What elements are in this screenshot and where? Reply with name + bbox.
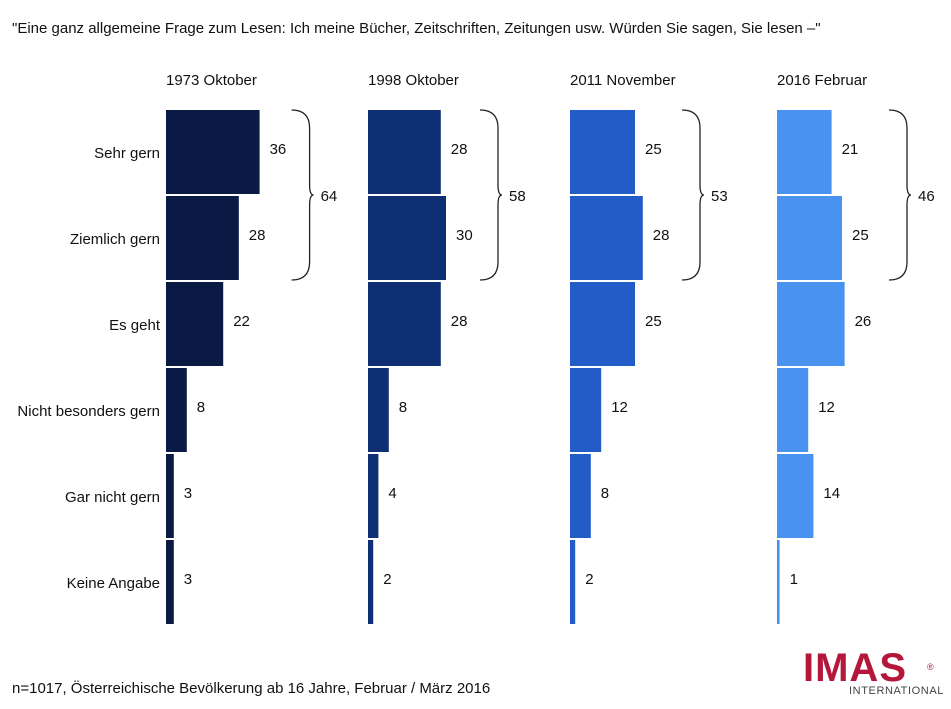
imas-logo: IMAS ® INTERNATIONAL: [803, 646, 944, 702]
value-label: 8: [197, 399, 205, 416]
category-label: Es geht: [109, 317, 161, 334]
bar: [570, 110, 635, 194]
bar: [368, 282, 441, 366]
bar: [368, 368, 389, 452]
bar: [166, 110, 260, 194]
value-label: 30: [456, 227, 473, 244]
bar: [570, 196, 643, 280]
value-label: 36: [270, 141, 287, 158]
bracket-total: 64: [321, 188, 338, 205]
value-label: 12: [611, 399, 628, 416]
bracket: [888, 109, 912, 281]
bar: [570, 454, 591, 538]
value-label: 28: [451, 313, 468, 330]
bracket: [479, 109, 503, 281]
sample-footnote: n=1017, Österreichische Bevölkerung ab 1…: [12, 680, 491, 697]
value-label: 25: [852, 227, 869, 244]
bar: [166, 454, 174, 538]
value-label: 14: [823, 485, 840, 502]
bracket: [681, 109, 705, 281]
bracket-total: 46: [918, 188, 935, 205]
value-label: 12: [818, 399, 835, 416]
category-label: Gar nicht gern: [65, 489, 160, 506]
value-label: 26: [855, 313, 872, 330]
category-label: Nicht besonders gern: [17, 403, 160, 420]
series-title: 2011 November: [570, 72, 676, 89]
value-label: 25: [645, 313, 662, 330]
bar: [166, 368, 187, 452]
bracket: [291, 109, 314, 281]
value-label: 21: [842, 141, 859, 158]
value-label: 8: [399, 399, 407, 416]
bar: [166, 540, 174, 624]
bar: [570, 282, 635, 366]
category-label: Sehr gern: [94, 145, 160, 162]
value-label: 8: [601, 485, 609, 502]
value-label: 22: [233, 313, 250, 330]
series-title: 2016 Februar: [777, 72, 867, 89]
value-label: 25: [645, 141, 662, 158]
logo-registered-mark: ®: [927, 662, 934, 672]
value-label: 3: [184, 485, 192, 502]
value-label: 2: [585, 571, 593, 588]
bar: [166, 196, 239, 280]
bar: [777, 196, 842, 280]
bar: [570, 368, 602, 452]
bar: [570, 540, 576, 624]
bar: [166, 282, 224, 366]
category-label: Ziemlich gern: [70, 231, 160, 248]
bar: [777, 540, 780, 624]
logo-subtitle: INTERNATIONAL: [849, 685, 944, 697]
value-label: 3: [184, 571, 192, 588]
question-text: "Eine ganz allgemeine Frage zum Lesen: I…: [12, 20, 821, 37]
bar: [777, 368, 809, 452]
value-label: 28: [451, 141, 468, 158]
logo-wordmark: IMAS: [803, 646, 907, 690]
value-label: 28: [249, 227, 266, 244]
bar: [368, 540, 374, 624]
value-label: 1: [790, 571, 798, 588]
bar: [777, 282, 845, 366]
bar: [368, 196, 446, 280]
bar: [368, 454, 379, 538]
value-label: 2: [383, 571, 391, 588]
value-label: 28: [653, 227, 670, 244]
series-title: 1998 Oktober: [368, 72, 459, 89]
bar: [777, 110, 832, 194]
bar: [777, 454, 814, 538]
series-title: 1973 Oktober: [166, 72, 257, 89]
bracket-total: 53: [711, 188, 728, 205]
bar: [368, 110, 441, 194]
bracket-total: 58: [509, 188, 526, 205]
category-label: Keine Angabe: [67, 575, 160, 592]
value-label: 4: [388, 485, 396, 502]
